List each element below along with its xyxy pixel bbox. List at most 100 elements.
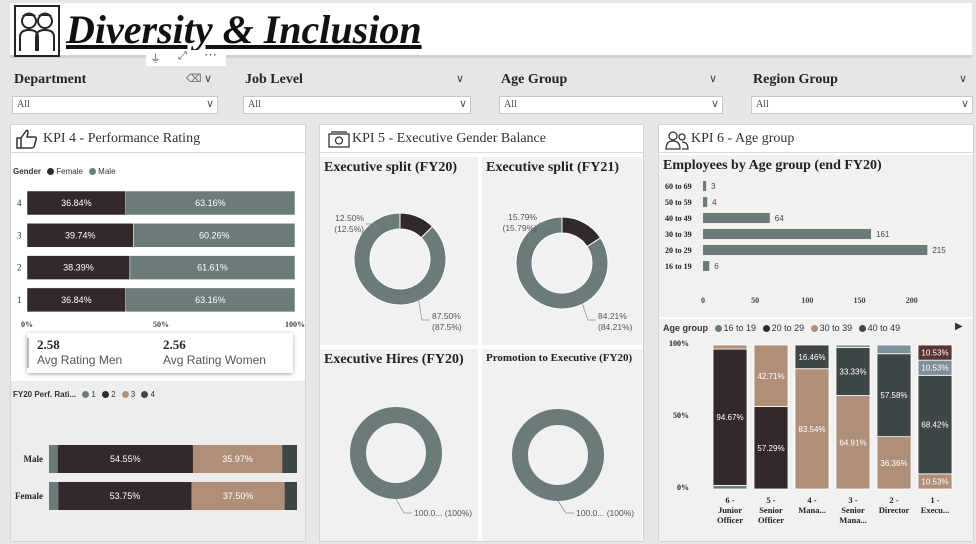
bar: [703, 229, 871, 239]
category-label: Junior: [718, 505, 742, 515]
bar-segment: [753, 344, 789, 407]
kpi6-panel: KPI 6 - Age group Employees by Age group…: [658, 124, 974, 542]
legend-item[interactable]: 30 to 39: [819, 323, 853, 333]
slicer-dropdown[interactable]: All ∨: [499, 96, 723, 114]
data-label: 63.16%: [195, 295, 226, 305]
chevron-down-icon[interactable]: ∨: [709, 73, 718, 85]
bar: [703, 261, 710, 271]
data-label: 39.74%: [65, 230, 96, 240]
legend-next-icon[interactable]: ▶: [955, 321, 963, 332]
legend-item[interactable]: 40 to 49: [867, 323, 901, 333]
tile-title: Executive Hires (FY20): [324, 352, 464, 367]
slicer-job-level[interactable]: Job Level ∨ All ∨: [243, 70, 471, 116]
category-label: Mana...: [839, 515, 867, 525]
leader-line: [539, 222, 549, 228]
bar-segment: [125, 190, 296, 216]
focus-mode-icon[interactable]: ⤢: [178, 50, 187, 62]
legend-item[interactable]: 1: [91, 390, 96, 399]
axis-tick-label: 100%: [285, 320, 305, 329]
category-label: Senior: [841, 505, 865, 515]
legend-item[interactable]: 3: [130, 390, 136, 399]
category-label: 50 to 59: [665, 198, 692, 207]
data-label: 35.97%: [222, 454, 253, 464]
money-icon: [328, 130, 350, 153]
legend-item[interactable]: 16 to 19: [723, 323, 757, 333]
legend-item[interactable]: 2: [111, 390, 116, 399]
chevron-down-icon[interactable]: ∨: [456, 73, 465, 85]
more-options-icon[interactable]: ⋯: [204, 47, 217, 62]
data-label: 53.75%: [110, 491, 141, 501]
age-by-level-tile: Age group 16 to 19 20 to 29 30 to 39 40 …: [659, 319, 973, 541]
data-label: 61.61%: [197, 263, 228, 273]
exec-split-fy21-tile: Executive split (FY21) 15.79% (15.79%) 84.…: [482, 157, 642, 345]
bar-segment: [133, 223, 296, 248]
tile-title: Promotion to Executive (FY20): [486, 352, 633, 364]
data-label: 64.91%: [839, 438, 866, 447]
kpi5-title: KPI 5 - Executive Gender Balance: [352, 131, 546, 146]
slice-label: 12.50%: [335, 213, 364, 223]
data-label: 57.58%: [880, 391, 907, 400]
slice-label: 100.0... (100%): [414, 508, 472, 518]
bar-segment: [284, 482, 297, 510]
slicer-age-group[interactable]: Age Group ∨ All ∨: [499, 70, 723, 116]
axis-tick-label: 100: [801, 296, 813, 305]
axis-tick-label: 150: [854, 296, 866, 305]
kpi6-legend: Age group 16 to 19 20 to 29 30 to 39 40 …: [663, 323, 900, 333]
category-label: 16 to 19: [665, 262, 692, 271]
data-label: 38.39%: [63, 263, 94, 273]
kpi4-legend: Gender Female Male: [13, 167, 116, 176]
slicer-label: Age Group: [501, 72, 568, 87]
donut-slice: [350, 407, 442, 499]
legend-dot: [714, 325, 722, 333]
legend-title: Gender: [13, 167, 42, 176]
legend-item[interactable]: 20 to 29: [771, 323, 805, 333]
slicer-region-group[interactable]: Region Group ∨ All ∨: [751, 70, 973, 116]
axis-tick-label: 50%: [673, 411, 689, 420]
age-group-count-tile: Employees by Age group (end FY20) 60 to …: [659, 155, 973, 317]
slice-label: (15.79%): [503, 223, 538, 233]
data-label: 57.29%: [757, 444, 784, 453]
category-label: 2 -: [889, 495, 898, 505]
slicer-dropdown[interactable]: All ∨: [12, 96, 218, 114]
avg-rating-women-value: 2.56: [163, 337, 186, 352]
slicer-label: Department: [14, 72, 87, 87]
legend-item[interactable]: 4: [150, 390, 155, 399]
data-label: 36.84%: [61, 295, 92, 305]
legend-item[interactable]: Male: [98, 167, 116, 176]
bar: [703, 197, 708, 207]
data-label: 10.53%: [921, 477, 948, 486]
exec-split-fy21-donut: 15.79%(15.79%) 84.21%(84.21%): [503, 212, 633, 332]
data-label: 10.53%: [921, 364, 948, 373]
chevron-down-icon[interactable]: ∨: [959, 73, 968, 85]
category-label: Director: [879, 505, 910, 515]
data-label: 33.33%: [839, 368, 866, 377]
category-label: 40 to 49: [665, 214, 692, 223]
data-label: 215: [932, 246, 946, 255]
axis-tick-label: 50: [751, 296, 759, 305]
kpi4-panel: KPI 4 - Performance Rating Gender Female…: [10, 124, 306, 542]
category-label: 2: [17, 263, 22, 273]
legend-item[interactable]: Female: [56, 167, 83, 176]
slicer-dropdown[interactable]: All ∨: [243, 96, 471, 114]
slicer-department[interactable]: Department ⌫ ∨ All ∨: [12, 70, 218, 116]
category-label: 1: [17, 295, 22, 305]
page-title: Diversity & Inclusion: [66, 7, 422, 52]
filter-icon[interactable]: ⏚: [150, 53, 161, 65]
axis-tick-label: 100%: [669, 339, 689, 348]
category-label: 3: [17, 230, 22, 240]
data-label: 68.42%: [921, 421, 948, 430]
chevron-down-icon[interactable]: ∨: [204, 73, 213, 85]
data-label: 6: [714, 262, 719, 271]
eraser-icon[interactable]: ⌫: [186, 73, 202, 85]
legend-dot: [762, 325, 770, 333]
category-label: Male: [24, 454, 44, 464]
bar-segment: [49, 445, 58, 473]
slicer-dropdown[interactable]: All ∨: [751, 96, 973, 114]
slice-label: (12.5%): [334, 224, 364, 234]
slicer-label: Region Group: [753, 72, 838, 87]
leader-line: [557, 500, 574, 514]
leader-line: [366, 223, 379, 230]
data-label: 36.84%: [61, 198, 92, 208]
category-label: 6 -: [725, 495, 734, 505]
category-label: 30 to 39: [665, 230, 692, 239]
